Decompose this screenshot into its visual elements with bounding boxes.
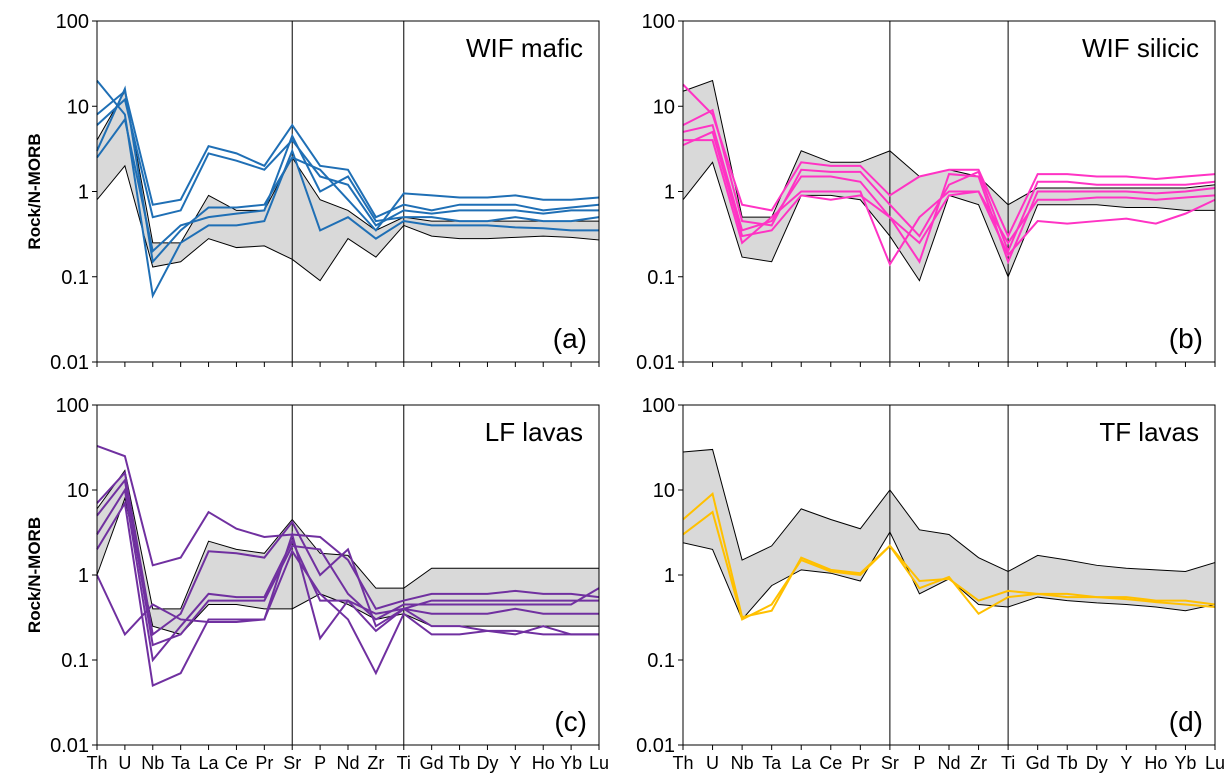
panel-title: WIF silicic — [1082, 33, 1199, 63]
panel-title: TF lavas — [1099, 417, 1199, 447]
x-tick-label: U — [706, 753, 719, 773]
y-tick-label: 100 — [56, 395, 89, 417]
y-tick-label: 1 — [78, 565, 89, 587]
data-line — [682, 123, 1216, 265]
data-line — [96, 97, 599, 227]
plot-frame — [96, 20, 600, 363]
panel-label: (d) — [1169, 706, 1203, 737]
x-tick-label: Ta — [762, 753, 782, 773]
envelope — [682, 448, 1216, 621]
y-tick-label: 0.1 — [647, 267, 675, 289]
x-tick-label: Nb — [731, 753, 754, 773]
x-tick-label: Th — [86, 753, 107, 773]
y-tick-label: 0.01 — [636, 735, 675, 757]
x-tick-label: U — [118, 753, 131, 773]
x-tick-label: Pr — [255, 753, 273, 773]
x-tick-label: Gd — [420, 753, 444, 773]
x-tick-label: Sr — [881, 753, 899, 773]
y-tick-label: 0.01 — [50, 352, 89, 374]
x-tick-label: Dy — [1086, 753, 1108, 773]
data-line — [96, 444, 600, 611]
x-tick-label: La — [199, 753, 220, 773]
x-tick-label: Sr — [283, 753, 301, 773]
y-tick-label: 0.1 — [647, 650, 675, 672]
data-line — [682, 83, 1216, 239]
data-line — [96, 89, 600, 219]
y-axis-label: Rock/N-MORB — [25, 517, 44, 633]
panel-title: WIF mafic — [466, 33, 583, 63]
y-tick-label: 1 — [78, 182, 89, 204]
data-line — [96, 477, 600, 647]
x-tick-label: La — [791, 753, 812, 773]
x-tick-label: Y — [1120, 753, 1132, 773]
x-tick-label: Ta — [171, 753, 191, 773]
x-tick-label: Ti — [397, 753, 411, 773]
x-tick-label: Dy — [476, 753, 498, 773]
x-tick-label: P — [314, 753, 326, 773]
x-tick-label: Tb — [1057, 753, 1078, 773]
y-tick-label: 1 — [664, 182, 675, 204]
x-tick-label: Tb — [449, 753, 470, 773]
panel-label: (c) — [554, 706, 587, 737]
x-tick-label: Pr — [851, 753, 869, 773]
data-line — [682, 492, 1216, 619]
y-tick-label: 0.01 — [50, 735, 89, 757]
x-tick-label: Ho — [1144, 753, 1167, 773]
y-tick-label: 10 — [653, 96, 675, 118]
x-tick-label: Yb — [1174, 753, 1196, 773]
y-axis-label: Rock/N-MORB — [25, 133, 44, 249]
x-tick-label: Ti — [1001, 753, 1015, 773]
data-line — [682, 130, 1216, 257]
x-tick-label: Gd — [1026, 753, 1050, 773]
x-tick-label: Zr — [367, 753, 384, 773]
data-line — [682, 510, 1216, 621]
x-tick-label: Nd — [937, 753, 960, 773]
panel-label: (b) — [1169, 323, 1203, 354]
y-tick-label: 0.01 — [636, 352, 675, 374]
y-tick-label: 0.1 — [61, 267, 89, 289]
y-tick-label: 0.1 — [61, 650, 89, 672]
x-tick-label: Nd — [336, 753, 359, 773]
data-line — [96, 117, 600, 254]
panel-title: LF lavas — [485, 417, 583, 447]
data-line — [682, 108, 1216, 254]
data-line — [96, 85, 600, 264]
y-tick-label: 10 — [67, 480, 89, 502]
y-tick-label: 10 — [653, 480, 675, 502]
y-tick-label: 100 — [56, 11, 89, 33]
x-tick-label: P — [913, 753, 925, 773]
x-tick-label: Nb — [141, 753, 164, 773]
y-tick-label: 10 — [67, 96, 89, 118]
x-tick-label: Th — [672, 753, 693, 773]
y-tick-label: 100 — [642, 11, 675, 33]
x-tick-label: Yb — [560, 753, 582, 773]
x-tick-label: Y — [509, 753, 521, 773]
y-tick-label: 100 — [642, 395, 675, 417]
x-tick-label: Zr — [970, 753, 987, 773]
x-tick-label: Lu — [589, 753, 609, 773]
envelope — [682, 79, 1216, 282]
x-tick-label: Ce — [819, 753, 842, 773]
data-line — [683, 139, 1216, 267]
data-line — [96, 79, 599, 299]
data-line — [96, 470, 599, 637]
x-tick-label: Ce — [225, 753, 248, 773]
x-tick-label: Lu — [1205, 753, 1225, 773]
data-line — [96, 487, 599, 663]
x-tick-label: Ho — [532, 753, 555, 773]
panel-label: (a) — [553, 323, 587, 354]
data-line — [96, 500, 599, 688]
y-tick-label: 1 — [664, 565, 675, 587]
